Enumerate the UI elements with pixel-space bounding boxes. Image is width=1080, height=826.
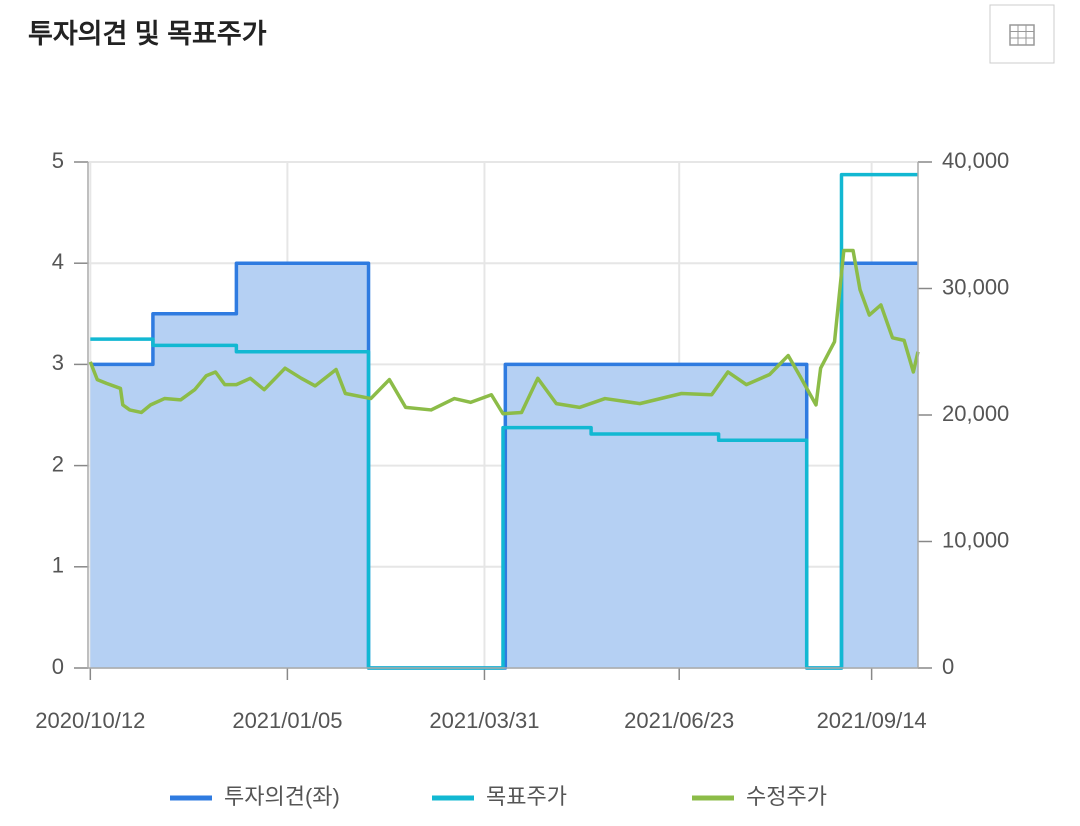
table-icon-grid bbox=[1010, 25, 1034, 45]
legend-label: 목표주가 bbox=[486, 784, 567, 809]
legend-label: 투자의견(좌) bbox=[224, 784, 340, 809]
y2-tick-label: 20,000 bbox=[942, 401, 1009, 426]
y2-tick-label: 0 bbox=[942, 654, 954, 679]
y-tick-label: 0 bbox=[52, 654, 64, 679]
table-icon bbox=[1009, 24, 1035, 46]
y-tick-label: 5 bbox=[52, 148, 64, 173]
y2-tick-label: 30,000 bbox=[942, 274, 1009, 299]
x-tick-label: 2020/10/12 bbox=[35, 708, 145, 733]
y-tick-label: 1 bbox=[52, 553, 64, 578]
y-tick-label: 3 bbox=[52, 350, 64, 375]
x-tick-label: 2021/01/05 bbox=[232, 708, 342, 733]
y-tick-label: 4 bbox=[52, 249, 64, 274]
y-tick-label: 2 bbox=[52, 451, 64, 476]
chart-title: 투자의견 및 목표주가 bbox=[28, 19, 267, 49]
x-tick-label: 2021/06/23 bbox=[624, 708, 734, 733]
y2-tick-label: 40,000 bbox=[942, 148, 1009, 173]
legend-label: 수정주가 bbox=[746, 784, 827, 809]
table-button-frame[interactable] bbox=[989, 4, 1055, 64]
table-button[interactable] bbox=[989, 4, 1055, 64]
line bbox=[88, 248, 920, 416]
x-tick-label: 2021/03/31 bbox=[429, 708, 539, 733]
x-tick-label: 2021/09/14 bbox=[817, 708, 927, 733]
y2-tick-label: 10,000 bbox=[942, 527, 1009, 552]
